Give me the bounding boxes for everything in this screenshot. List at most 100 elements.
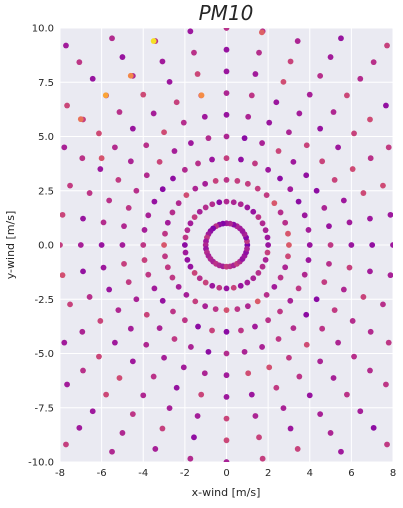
data-point <box>209 327 215 334</box>
data-point <box>182 234 189 241</box>
data-point <box>245 113 252 120</box>
data-point <box>338 35 344 42</box>
data-point <box>234 177 241 184</box>
data-point <box>275 148 282 154</box>
data-point <box>187 28 194 35</box>
data-point <box>129 125 136 132</box>
data-point <box>370 424 377 431</box>
data-point <box>273 99 280 106</box>
data-point <box>287 297 294 304</box>
data-point <box>183 192 190 199</box>
data-point <box>143 172 150 179</box>
data-point <box>67 182 73 189</box>
data-point <box>198 391 205 398</box>
data-point <box>277 175 283 182</box>
data-point <box>346 264 353 271</box>
data-point <box>98 242 105 248</box>
data-point <box>238 156 244 163</box>
y-tick-label: 7.5 <box>38 78 54 89</box>
data-point <box>141 257 148 263</box>
data-point <box>140 91 147 98</box>
data-point <box>182 249 189 256</box>
data-point <box>367 268 373 275</box>
data-point <box>264 249 271 256</box>
data-point <box>241 135 248 142</box>
data-point <box>244 204 251 211</box>
data-point <box>202 180 209 187</box>
data-point <box>194 71 201 77</box>
data-point <box>161 354 167 361</box>
data-point <box>241 348 248 355</box>
data-point <box>254 298 261 305</box>
data-point <box>194 413 201 419</box>
data-point <box>248 391 255 398</box>
data-point <box>109 448 115 455</box>
data-point <box>61 339 68 346</box>
data-point <box>103 391 109 398</box>
data-point <box>282 219 289 226</box>
data-point <box>357 408 364 415</box>
data-point <box>287 58 294 65</box>
data-point <box>216 284 223 291</box>
data-point <box>384 42 390 49</box>
data-point <box>125 279 132 286</box>
data-point <box>384 441 390 448</box>
data-point <box>250 208 257 215</box>
data-point <box>313 296 320 303</box>
data-point <box>162 230 168 237</box>
data-point <box>265 317 272 324</box>
data-point <box>187 455 194 462</box>
data-point <box>256 434 262 441</box>
data-point <box>248 92 255 99</box>
chart-title: PM10 <box>199 1 254 25</box>
data-point <box>150 38 157 44</box>
data-point <box>161 242 167 248</box>
data-point <box>129 358 136 365</box>
x-tick-label: 2 <box>265 468 271 479</box>
data-point <box>262 227 269 234</box>
data-point <box>360 294 367 300</box>
data-point <box>64 381 70 388</box>
data-point <box>111 144 118 151</box>
data-point <box>254 185 261 192</box>
data-point <box>223 328 230 335</box>
data-point <box>340 286 347 293</box>
data-point <box>89 75 96 82</box>
data-point <box>327 242 334 248</box>
data-point <box>317 125 324 132</box>
data-point <box>63 441 69 448</box>
data-point <box>244 279 251 286</box>
data-point <box>385 339 392 346</box>
data-point <box>223 90 230 96</box>
data-point <box>331 177 338 183</box>
data-point <box>181 317 188 324</box>
x-tick-label: -4 <box>138 468 148 479</box>
data-point <box>223 155 230 162</box>
data-point <box>156 325 163 332</box>
data-point <box>223 46 230 53</box>
data-point <box>191 269 198 276</box>
x-axis-label: x-wind [m/s] <box>192 486 261 499</box>
data-point <box>67 301 73 308</box>
data-point <box>195 323 201 330</box>
data-point <box>327 430 334 436</box>
data-point <box>127 72 134 79</box>
data-points <box>60 28 393 462</box>
x-tick-label: -8 <box>55 468 65 479</box>
data-point <box>360 190 367 196</box>
x-tick-label: 6 <box>348 468 354 479</box>
data-point <box>286 129 292 136</box>
data-point <box>245 370 252 377</box>
data-point <box>79 155 86 162</box>
data-point <box>351 353 357 360</box>
data-point <box>216 199 223 206</box>
data-point <box>170 175 176 182</box>
data-point <box>265 242 272 248</box>
data-point <box>180 119 187 126</box>
data-point <box>266 119 273 126</box>
data-point <box>327 54 334 60</box>
x-tick-label: -2 <box>180 468 190 479</box>
data-point <box>326 260 332 267</box>
